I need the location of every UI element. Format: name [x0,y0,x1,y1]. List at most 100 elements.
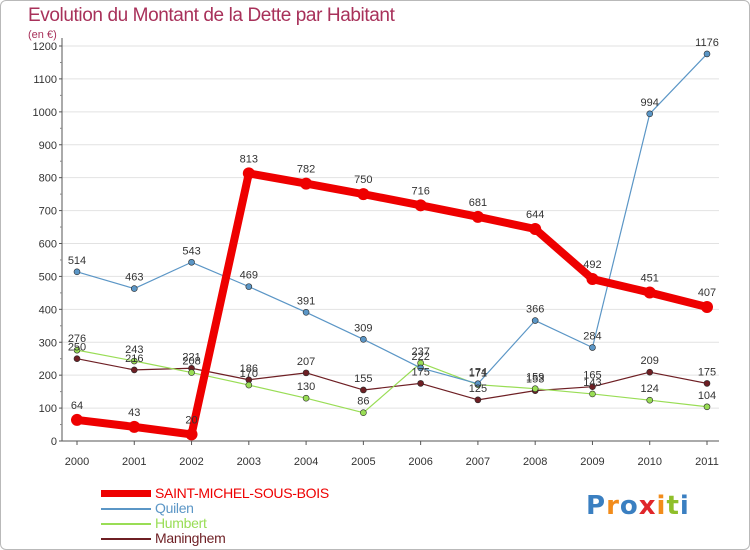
grid-lines [62,45,719,409]
legend-swatch-1 [101,508,151,510]
y-tick-label-800: 800 [39,173,57,185]
data-label-s0-2001: 43 [128,407,140,419]
x-tick-label-2001: 2001 [122,456,146,468]
series-line-0 [73,169,711,439]
data-label-s1-2006: 222 [411,351,429,363]
data-label-s3-2004: 207 [297,356,315,368]
logo-letter: o [619,491,639,521]
point-s3-2007 [474,396,482,404]
y-tick-label-1100: 1100 [33,74,57,86]
point-s3-2001 [130,366,138,374]
data-label-s2-2006: 237 [411,346,429,358]
data-label-s1-2005: 309 [354,322,372,334]
data-label-s3-2007: 125 [469,383,487,395]
y-tick-label-900: 900 [39,140,57,152]
point-s2-2001 [130,357,138,365]
point-s3-2004 [302,369,310,377]
data-label-s1-2009: 284 [583,331,601,343]
logo-letter: i [679,491,690,521]
point-s1-2000 [73,268,81,276]
data-label-s2-2002: 208 [182,356,200,368]
point-s1-2003 [245,283,253,290]
point-s2-2011 [703,403,711,411]
data-label-s2-2003: 170 [240,368,258,380]
logo-letter: t [666,491,680,521]
y-tick-label-600: 600 [39,239,57,251]
point-s3-2005 [360,386,367,394]
point-s0-2003 [242,167,255,180]
data-label-s0-2008: 644 [526,209,544,221]
data-labels: 250 216 221 186 207 155 175 125 153 165 209 175 276 2… [68,37,719,427]
point-s3-2010 [646,368,654,376]
point-s1-2004 [302,308,310,316]
data-label-s2-2000: 276 [68,333,86,345]
data-label-s2-2008: 159 [526,372,544,384]
legend-label-3: Maninghem [155,530,226,546]
data-label-s1-2002: 543 [182,245,200,257]
data-label-s1-2007: 174 [469,367,487,379]
data-label-s0-2005: 750 [354,174,372,186]
legend-swatch-3 [101,538,151,540]
data-label-s0-2002: 20 [185,414,197,426]
logo-letter: r [606,491,620,521]
x-tick-label-2006: 2006 [408,456,432,468]
y-axis-unit: (en €) [28,29,57,41]
point-s2-2002 [188,369,195,376]
point-s3-2009 [589,383,596,390]
data-label-s0-2006: 716 [411,185,429,197]
point-s0-2005 [357,188,370,201]
series-line-1 [76,53,708,385]
data-label-s1-2008: 366 [526,304,544,316]
point-s0-2000 [71,413,83,426]
data-label-s1-2004: 391 [297,295,315,307]
x-tick-label-2008: 2008 [523,456,547,468]
data-label-s0-2003: 813 [240,153,258,165]
legend-swatch-0 [101,490,151,497]
point-s1-2008 [531,317,539,324]
point-s0-2004 [300,177,313,190]
data-label-s3-2008: 153 [526,374,544,386]
x-tick-label-2005: 2005 [351,456,375,468]
point-s0-2011 [701,301,713,314]
point-s1-2007 [474,380,482,388]
series-line-3 [76,358,708,401]
data-label-s3-2001: 216 [125,353,143,365]
point-s2-2009 [589,390,596,398]
y-tick-label-200: 200 [39,370,57,382]
point-s0-2009 [586,273,599,286]
data-label-s3-2006: 175 [411,366,429,378]
data-label-s0-2000: 64 [71,400,83,412]
data-label-s2-2005: 86 [357,396,369,408]
data-label-s1-2003: 469 [240,270,258,282]
point-s1-2001 [130,285,138,292]
point-s1-2009 [589,344,596,351]
point-s2-2005 [360,409,367,416]
logo-letter: i [656,491,667,521]
data-label-s1-2010: 994 [641,97,659,109]
point-s0-2007 [471,210,484,223]
point-s2-2004 [302,394,310,402]
y-tick-label-300: 300 [39,337,57,349]
y-tick-label-700: 700 [39,206,57,218]
logo-letter: x [638,491,657,521]
data-label-s2-2010: 124 [641,383,659,395]
y-tick-label-400: 400 [39,304,57,316]
legend-label-2: Humbert [155,515,207,531]
point-s1-2006 [417,364,424,372]
point-s1-2010 [646,110,654,118]
data-label-s2-2007: 171 [469,368,487,380]
y-tick-label-0: 0 [51,436,57,448]
data-label-s1-2011: 1176 [695,37,719,49]
data-label-s1-2000: 514 [68,255,86,267]
x-tick-label-2011: 2011 [695,456,719,468]
axes [61,38,719,442]
data-label-s0-2007: 681 [469,197,487,209]
data-label-s3-2002: 221 [182,351,200,363]
point-s1-2005 [360,335,367,343]
point-s0-2006 [414,199,427,212]
proxiti-logo: Proxiti [586,491,690,521]
x-tick-label-2007: 2007 [466,456,490,468]
point-s3-2000 [73,355,81,363]
point-s2-2010 [646,396,654,404]
legend-swatch-2 [101,523,151,525]
